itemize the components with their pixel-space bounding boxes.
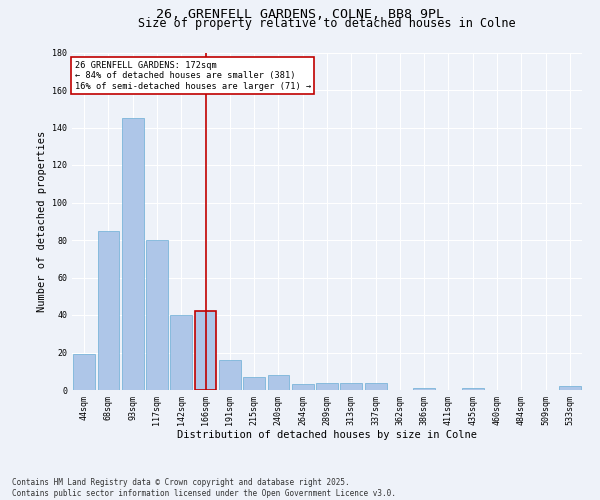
Bar [559,386,581,390]
Y-axis label: Number of detached properties: Number of detached properties [37,130,47,312]
X-axis label: Distribution of detached houses by size in Colne: Distribution of detached houses by size … [177,430,477,440]
Text: 26 GRENFELL GARDENS: 172sqm
← 84% of detached houses are smaller (381)
16% of se: 26 GRENFELL GARDENS: 172sqm ← 84% of det… [74,61,311,90]
Text: 26, GRENFELL GARDENS, COLNE, BB8 9PL: 26, GRENFELL GARDENS, COLNE, BB8 9PL [156,8,444,20]
Bar [97,230,119,390]
Bar [146,240,168,390]
Bar [194,311,217,390]
Bar [340,382,362,390]
Bar [73,354,95,390]
Bar [365,382,386,390]
Bar [122,118,143,390]
Bar [462,388,484,390]
Bar [243,377,265,390]
Bar [170,315,192,390]
Bar [268,375,289,390]
Bar [292,384,314,390]
Bar [316,382,338,390]
Bar [219,360,241,390]
Text: Contains HM Land Registry data © Crown copyright and database right 2025.
Contai: Contains HM Land Registry data © Crown c… [12,478,396,498]
Bar [413,388,435,390]
Title: Size of property relative to detached houses in Colne: Size of property relative to detached ho… [138,18,516,30]
